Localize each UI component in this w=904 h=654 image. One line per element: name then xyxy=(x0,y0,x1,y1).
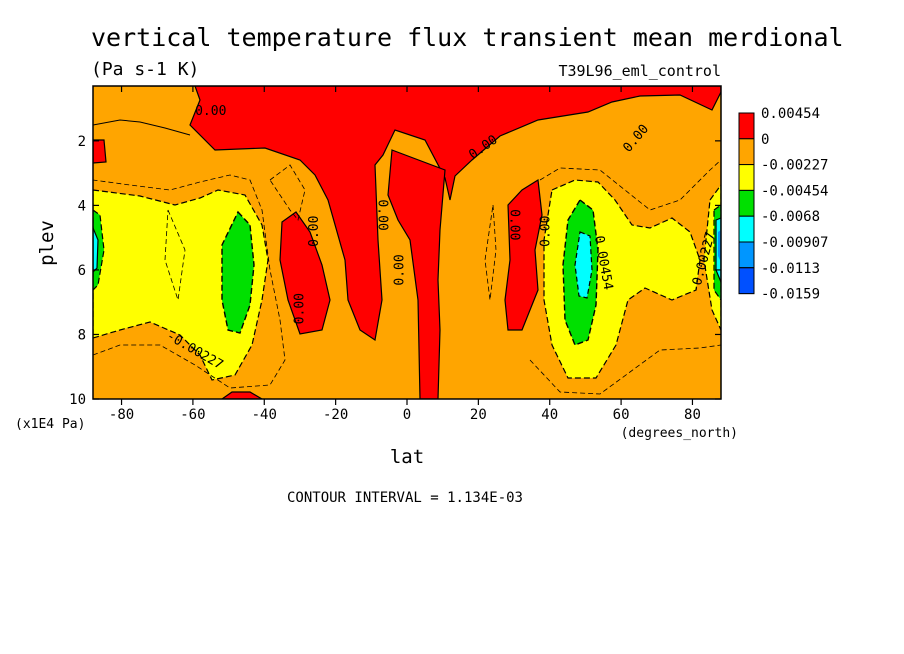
positive-region-left-edge xyxy=(93,139,107,164)
legend-label: -0.0159 xyxy=(761,287,820,303)
chart-title: vertical temperature flux transient mean… xyxy=(91,23,844,52)
contour-label: 0.00 xyxy=(392,254,407,285)
legend-label: -0.00907 xyxy=(761,235,828,251)
legend-swatch xyxy=(738,215,755,243)
contour-label: 0.00 xyxy=(506,209,521,240)
legend-label: -0.0068 xyxy=(761,209,820,225)
positive-region-right xyxy=(504,178,543,331)
contour-label: 0.00 xyxy=(195,104,226,119)
zero-contour-left xyxy=(93,119,191,136)
legend-label: -0.00454 xyxy=(761,183,828,199)
x-tick-label: 0 xyxy=(403,407,411,423)
legend-label: -0.00227 xyxy=(761,158,828,174)
x-unit-label: (degrees_north) xyxy=(621,426,738,441)
legend-swatch xyxy=(738,112,755,140)
contour-label: 0.00 xyxy=(307,216,322,247)
contour-label: 0.00 xyxy=(374,199,389,230)
legend-swatch xyxy=(738,267,755,295)
legend-swatch xyxy=(738,241,755,269)
contour-label: 0.00 xyxy=(539,216,554,247)
strong-negative-region-left xyxy=(221,210,255,334)
plot-area xyxy=(93,86,721,399)
x-tick-label: 20 xyxy=(470,407,487,423)
legend-label: 0 xyxy=(761,132,769,148)
contour-line-1 xyxy=(93,174,286,389)
contour-line-6 xyxy=(164,209,186,301)
x-tick-label: 40 xyxy=(541,407,558,423)
color-legend: 0.00454 0 -0.00227 -0.00454 -0.0068 -0.00907 -… xyxy=(738,106,828,303)
y-tick-label: 8 xyxy=(78,327,86,343)
positive-region-bottom xyxy=(220,391,264,399)
dataset-label: T39L96_eml_control xyxy=(558,62,721,80)
y-tick-label: 4 xyxy=(78,198,86,214)
y-unit-label: (x1E4 Pa) xyxy=(15,417,85,432)
y-axis-label: plev xyxy=(36,220,58,266)
contour-line-2 xyxy=(269,164,306,221)
positive-region-left xyxy=(279,211,331,335)
x-tick-label: -80 xyxy=(109,407,134,423)
y-tick-label: 2 xyxy=(78,134,86,150)
y-tick-label: 10 xyxy=(69,392,86,408)
positive-region-upper xyxy=(150,86,721,342)
contour-line-3 xyxy=(529,344,721,395)
core-region-left-edge xyxy=(93,227,99,273)
x-tick-label: -20 xyxy=(323,407,348,423)
legend-label: 0.00454 xyxy=(761,106,820,122)
contour-label: 0.00 xyxy=(293,293,308,324)
legend-swatch xyxy=(738,189,755,217)
core-region-right xyxy=(574,231,593,299)
x-tick-label: -60 xyxy=(180,407,205,423)
legend-label: -0.0113 xyxy=(761,261,820,277)
x-tick-label: 80 xyxy=(684,407,701,423)
y-tick-label: 6 xyxy=(78,263,86,279)
x-tick-label: 60 xyxy=(613,407,630,423)
legend-swatch xyxy=(738,138,755,166)
x-axis-label: lat xyxy=(390,446,424,468)
x-tick-label: -40 xyxy=(252,407,277,423)
y-axis: 2 4 6 8 10 xyxy=(69,134,721,408)
contour-line-5 xyxy=(484,204,497,301)
negative-region-left xyxy=(93,189,269,381)
legend-swatch xyxy=(738,164,755,191)
positive-region-stem xyxy=(387,149,446,399)
contour-line-4 xyxy=(539,159,721,211)
x-axis: -80 -60 -40 -20 0 20 40 60 80 xyxy=(109,86,701,423)
contour-interval-label: CONTOUR INTERVAL = 1.134E-03 xyxy=(287,490,523,506)
chart-subtitle: (Pa s-1 K) xyxy=(91,59,199,80)
